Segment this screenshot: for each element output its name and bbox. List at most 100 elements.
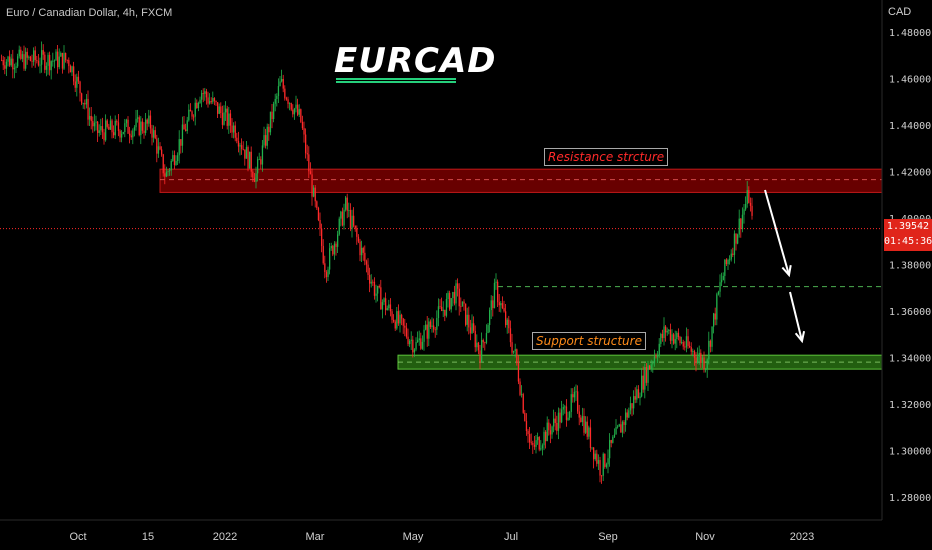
candle-body xyxy=(509,328,512,343)
candle-body xyxy=(463,301,465,304)
candle-body xyxy=(343,209,345,226)
candle-body xyxy=(81,93,83,104)
candle-body xyxy=(127,119,129,134)
candle-body xyxy=(730,253,732,260)
candle-body xyxy=(671,334,673,341)
candle-body xyxy=(633,396,635,409)
candle-body xyxy=(565,406,568,420)
candle-body xyxy=(748,190,750,203)
candle-body xyxy=(746,190,748,205)
candle-body xyxy=(349,210,352,229)
candle-body xyxy=(129,133,131,136)
candle-body xyxy=(322,245,324,264)
candle-body xyxy=(447,292,449,300)
candle-body xyxy=(461,301,464,307)
candle-body xyxy=(26,51,28,58)
candle-body xyxy=(25,51,27,69)
candle-body xyxy=(751,205,753,216)
candle-body xyxy=(573,391,576,398)
candle-body xyxy=(156,138,158,154)
candle-body xyxy=(68,60,70,67)
candle-body xyxy=(724,259,726,276)
candle-body xyxy=(401,314,403,319)
candle-body xyxy=(9,56,11,66)
candle-body xyxy=(237,141,240,147)
candle-body xyxy=(274,98,276,104)
candle-body xyxy=(135,118,137,128)
candle-body xyxy=(146,119,148,124)
candle-body xyxy=(485,333,488,343)
candle-body xyxy=(625,412,627,425)
candle-body xyxy=(495,281,497,283)
candle-body xyxy=(13,67,16,70)
projection-arrow-2 xyxy=(789,291,803,342)
candle-body xyxy=(100,126,102,131)
candle-body xyxy=(690,347,692,352)
candle-body xyxy=(399,314,401,324)
candle-body xyxy=(133,127,136,131)
candle-body xyxy=(189,109,192,112)
candle-body xyxy=(660,333,662,344)
candle-body xyxy=(53,60,56,62)
candle-body xyxy=(665,326,667,333)
candle-body xyxy=(249,151,251,169)
candle-body xyxy=(202,93,204,94)
candle-body xyxy=(407,336,409,345)
candle-body xyxy=(42,50,44,55)
candle-body xyxy=(201,93,203,100)
candle-body xyxy=(745,204,747,210)
candle-countdown: 01:45:36 xyxy=(884,236,932,247)
candle-body xyxy=(647,365,649,383)
candle-body xyxy=(71,66,73,73)
candle-body xyxy=(85,98,88,105)
candle-body xyxy=(657,355,659,357)
candle-body xyxy=(717,291,720,295)
candle-body xyxy=(735,233,737,244)
candle-body xyxy=(335,243,337,247)
candle-body xyxy=(513,350,515,353)
candle-body xyxy=(706,359,708,370)
candle-body xyxy=(23,54,25,69)
candle-body xyxy=(292,109,294,115)
candle-body xyxy=(300,109,302,122)
candle-body xyxy=(191,111,193,117)
candle-body xyxy=(429,321,432,327)
projection-arrows xyxy=(764,189,806,344)
candle-body xyxy=(108,126,110,130)
candle-body xyxy=(527,431,529,435)
candle-body xyxy=(122,132,124,134)
candle-body xyxy=(121,133,123,138)
candle-body xyxy=(541,445,544,449)
candle-body xyxy=(378,286,380,288)
price-tick-label: 1.28000 xyxy=(889,493,931,504)
candle-body xyxy=(487,325,489,334)
candle-body xyxy=(425,324,427,330)
candle-body xyxy=(695,357,697,363)
candle-body xyxy=(373,281,376,296)
candle-body xyxy=(37,60,40,66)
candle-body xyxy=(684,346,686,348)
candle-body xyxy=(511,342,513,353)
candle-body xyxy=(645,367,648,383)
candle-body xyxy=(105,120,107,141)
candle-body xyxy=(218,106,220,114)
candle-body xyxy=(49,54,51,71)
candle-body xyxy=(305,134,307,154)
candle-body xyxy=(76,76,78,88)
candle-body xyxy=(333,243,336,255)
candle-body xyxy=(618,424,620,427)
candle-body xyxy=(255,173,257,182)
candle-body xyxy=(677,332,680,338)
candle-body xyxy=(577,391,579,412)
candle-body xyxy=(169,170,171,172)
candle-body xyxy=(55,51,57,61)
candle-body xyxy=(476,342,478,348)
candle-body xyxy=(258,159,260,161)
candle-body xyxy=(311,174,313,197)
candle-body xyxy=(313,187,315,197)
candle-body xyxy=(125,119,128,124)
time-tick-label: 2023 xyxy=(790,531,814,543)
candle-body xyxy=(452,292,454,299)
candle-body xyxy=(434,329,436,331)
